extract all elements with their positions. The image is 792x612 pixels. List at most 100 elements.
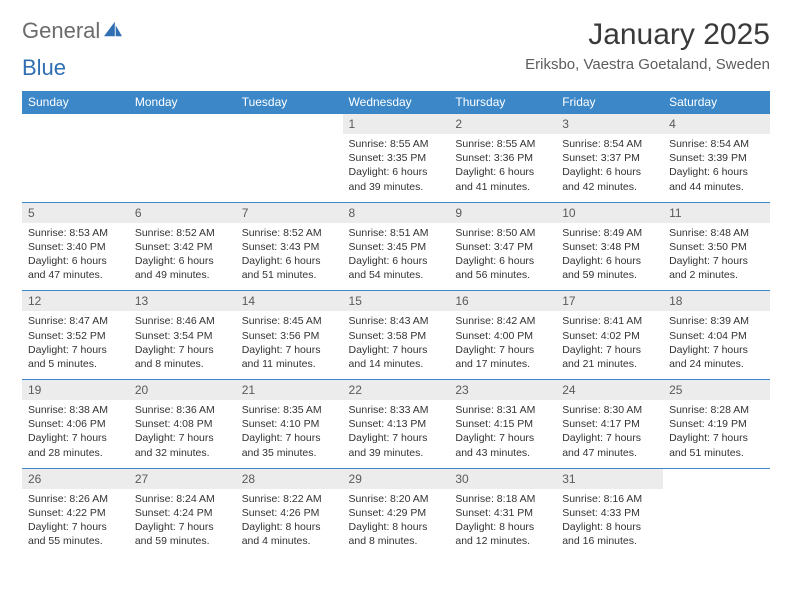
sunset-line: Sunset: 3:48 PM	[562, 241, 640, 253]
logo: General	[22, 18, 126, 44]
calendar-cell: 7Sunrise: 8:52 AMSunset: 3:43 PMDaylight…	[236, 202, 343, 291]
calendar-cell: 2Sunrise: 8:55 AMSunset: 3:36 PMDaylight…	[449, 114, 556, 203]
sunset-line: Sunset: 4:10 PM	[242, 418, 320, 430]
daylight-line: Daylight: 7 hours and 11 minutes.	[242, 344, 321, 370]
day-details: Sunrise: 8:54 AMSunset: 3:37 PMDaylight:…	[556, 134, 663, 202]
day-number: 8	[343, 203, 450, 223]
sunrise-line: Sunrise: 8:47 AM	[28, 315, 108, 327]
sunrise-line: Sunrise: 8:18 AM	[455, 493, 535, 505]
sunset-line: Sunset: 3:56 PM	[242, 330, 320, 342]
daylight-line: Daylight: 6 hours and 39 minutes.	[349, 166, 428, 192]
sunrise-line: Sunrise: 8:24 AM	[135, 493, 215, 505]
day-number: 12	[22, 291, 129, 311]
sunrise-line: Sunrise: 8:16 AM	[562, 493, 642, 505]
day-number: 20	[129, 380, 236, 400]
calendar-cell: 14 Sunrise: 8:45 AM Sunset: 3:56 PM Dayligh…	[236, 291, 343, 380]
calendar-body: 1 Sunrise: 8:55 AM Sunset: 3:35 PM Daylight…	[22, 114, 770, 557]
day-number: 25	[663, 380, 770, 400]
daylight-line: Daylight: 7 hours and 14 minutes.	[349, 344, 428, 370]
calendar-cell: 5Sunrise: 8:53 AMSunset: 3:40 PMDaylight…	[22, 202, 129, 291]
daylight-line: Daylight: 7 hours and 2 minutes.	[669, 255, 748, 281]
sunset-line: Sunset: 4:31 PM	[455, 507, 533, 519]
month-title: January 2025	[525, 18, 770, 52]
day-details: Sunrise: 8:55 AM Sunset: 3:35 PM Daylight:…	[343, 134, 450, 202]
day-details: Sunrise: 8:35 AMSunset: 4:10 PMDaylight:…	[236, 400, 343, 468]
calendar-cell: 16Sunrise: 8:42 AMSunset: 4:00 PMDayligh…	[449, 291, 556, 380]
daylight-line: Daylight: 7 hours and 55 minutes.	[28, 521, 107, 547]
sunrise-line: Sunrise: 8:39 AM	[669, 315, 749, 327]
sunrise-line: Sunrise: 8:33 AM	[349, 404, 429, 416]
day-number: 3	[556, 114, 663, 134]
calendar-cell: 25Sunrise: 8:28 AMSunset: 4:19 PMDayligh…	[663, 380, 770, 469]
sunrise-line: Sunrise: 8:48 AM	[669, 227, 749, 239]
daylight-line: Daylight: 7 hours and 5 minutes.	[28, 344, 107, 370]
sunset-line: Sunset: 3:54 PM	[135, 330, 213, 342]
calendar-cell: 20Sunrise: 8:36 AMSunset: 4:08 PMDayligh…	[129, 380, 236, 469]
day-details: Sunrise: 8:22 AMSunset: 4:26 PMDaylight:…	[236, 489, 343, 557]
day-details: Sunrise: 8:53 AMSunset: 3:40 PMDaylight:…	[22, 223, 129, 291]
day-details: Sunrise: 8:36 AMSunset: 4:08 PMDaylight:…	[129, 400, 236, 468]
calendar-cell: 26Sunrise: 8:26 AMSunset: 4:22 PMDayligh…	[22, 468, 129, 556]
sunrise-line: Sunrise: 8:20 AM	[349, 493, 429, 505]
day-number: 15	[343, 291, 450, 311]
calendar-cell: 21Sunrise: 8:35 AMSunset: 4:10 PMDayligh…	[236, 380, 343, 469]
day-details: Sunrise: 8:20 AMSunset: 4:29 PMDaylight:…	[343, 489, 450, 557]
daylight-line: Daylight: 6 hours and 49 minutes.	[135, 255, 214, 281]
logo-text-2: Blue	[22, 55, 66, 81]
calendar-cell: 27Sunrise: 8:24 AMSunset: 4:24 PMDayligh…	[129, 468, 236, 556]
sunset-line: Sunset: 4:26 PM	[242, 507, 320, 519]
daylight-line: Daylight: 6 hours and 41 minutes.	[455, 166, 534, 192]
sunset-line: Sunset: 3:58 PM	[349, 330, 427, 342]
daylight-line: Daylight: 6 hours and 54 minutes.	[349, 255, 428, 281]
day-details: Sunrise: 8:39 AMSunset: 4:04 PMDaylight:…	[663, 311, 770, 379]
sunset-line: Sunset: 3:37 PM	[562, 152, 640, 164]
sunrise-line: Sunrise: 8:49 AM	[562, 227, 642, 239]
calendar-cell: 28Sunrise: 8:22 AMSunset: 4:26 PMDayligh…	[236, 468, 343, 556]
calendar-row: 12 Sunrise: 8:47 AM Sunset: 3:52 PM Dayligh…	[22, 291, 770, 380]
day-details: Sunrise: 8:52 AMSunset: 3:43 PMDaylight:…	[236, 223, 343, 291]
sunset-line: Sunset: 4:00 PM	[455, 330, 533, 342]
day-number: 31	[556, 469, 663, 489]
day-header: Monday	[129, 91, 236, 114]
day-number: 6	[129, 203, 236, 223]
day-details: Sunrise: 8:33 AMSunset: 4:13 PMDaylight:…	[343, 400, 450, 468]
calendar-cell: 12 Sunrise: 8:47 AM Sunset: 3:52 PM Dayligh…	[22, 291, 129, 380]
day-number: 28	[236, 469, 343, 489]
day-header: Friday	[556, 91, 663, 114]
day-details: Sunrise: 8:47 AM Sunset: 3:52 PM Daylight:…	[22, 311, 129, 379]
daylight-line: Daylight: 7 hours and 59 minutes.	[135, 521, 214, 547]
day-details: Sunrise: 8:52 AMSunset: 3:42 PMDaylight:…	[129, 223, 236, 291]
calendar-cell	[663, 468, 770, 556]
sunset-line: Sunset: 3:35 PM	[349, 152, 427, 164]
sunset-line: Sunset: 4:29 PM	[349, 507, 427, 519]
calendar-cell: 31Sunrise: 8:16 AMSunset: 4:33 PMDayligh…	[556, 468, 663, 556]
sunrise-line: Sunrise: 8:45 AM	[242, 315, 322, 327]
sunset-line: Sunset: 3:45 PM	[349, 241, 427, 253]
day-number: 5	[22, 203, 129, 223]
day-number: 30	[449, 469, 556, 489]
day-number: 27	[129, 469, 236, 489]
calendar-cell: 9Sunrise: 8:50 AMSunset: 3:47 PMDaylight…	[449, 202, 556, 291]
sunrise-line: Sunrise: 8:55 AM	[349, 138, 429, 150]
daylight-line: Daylight: 6 hours and 56 minutes.	[455, 255, 534, 281]
day-number: 26	[22, 469, 129, 489]
day-number: 14	[236, 291, 343, 311]
sunset-line: Sunset: 3:43 PM	[242, 241, 320, 253]
daylight-line: Daylight: 8 hours and 4 minutes.	[242, 521, 321, 547]
logo-sail-icon	[102, 18, 124, 44]
calendar-table: Sunday Monday Tuesday Wednesday Thursday…	[22, 91, 770, 556]
sunset-line: Sunset: 4:13 PM	[349, 418, 427, 430]
day-number: 7	[236, 203, 343, 223]
sunrise-line: Sunrise: 8:30 AM	[562, 404, 642, 416]
calendar-cell	[22, 114, 129, 203]
sunset-line: Sunset: 3:52 PM	[28, 330, 106, 342]
sunset-line: Sunset: 3:40 PM	[28, 241, 106, 253]
day-number: 21	[236, 380, 343, 400]
day-details: Sunrise: 8:41 AMSunset: 4:02 PMDaylight:…	[556, 311, 663, 379]
calendar-cell: 17Sunrise: 8:41 AMSunset: 4:02 PMDayligh…	[556, 291, 663, 380]
sunrise-line: Sunrise: 8:54 AM	[562, 138, 642, 150]
day-number: 1	[343, 114, 450, 134]
daylight-line: Daylight: 7 hours and 47 minutes.	[562, 432, 641, 458]
day-header-row: Sunday Monday Tuesday Wednesday Thursday…	[22, 91, 770, 114]
sunset-line: Sunset: 4:15 PM	[455, 418, 533, 430]
